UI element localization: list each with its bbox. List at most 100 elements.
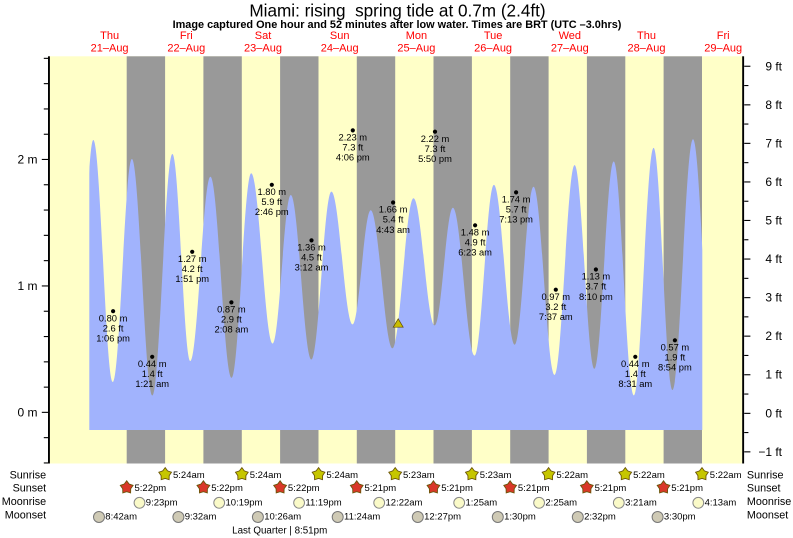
svg-text:1:25am: 1:25am <box>466 498 498 509</box>
svg-text:Fri: Fri <box>717 30 730 42</box>
svg-text:5.7 ft: 5.7 ft <box>506 205 527 215</box>
svg-text:Tue: Tue <box>484 30 503 42</box>
svg-text:Sunset: Sunset <box>13 483 47 495</box>
svg-text:29–Aug: 29–Aug <box>704 43 742 55</box>
svg-text:5:22am: 5:22am <box>710 470 742 481</box>
svg-text:1.9 ft: 1.9 ft <box>665 353 686 363</box>
svg-text:2.6 ft: 2.6 ft <box>103 323 124 333</box>
svg-text:Sat: Sat <box>255 30 272 42</box>
svg-text:7.3 ft: 7.3 ft <box>342 143 363 153</box>
svg-text:1.48 m: 1.48 m <box>461 227 490 237</box>
svg-text:9 ft: 9 ft <box>765 59 782 73</box>
svg-text:5:21pm: 5:21pm <box>518 483 550 494</box>
svg-text:3.2 ft: 3.2 ft <box>545 302 566 312</box>
svg-text:4:43 am: 4:43 am <box>376 225 410 235</box>
svg-text:2:32pm: 2:32pm <box>584 512 616 523</box>
svg-text:9:23pm: 9:23pm <box>146 498 178 509</box>
svg-text:0.44 m: 0.44 m <box>138 359 167 369</box>
svg-text:5:24am: 5:24am <box>326 470 358 481</box>
svg-text:7.3 ft: 7.3 ft <box>425 144 446 154</box>
svg-text:Thu: Thu <box>100 30 119 42</box>
svg-text:8:31 am: 8:31 am <box>618 379 652 389</box>
svg-text:5:22am: 5:22am <box>556 470 588 481</box>
svg-text:Sunset: Sunset <box>747 483 781 495</box>
svg-text:7:37 am: 7:37 am <box>539 312 573 322</box>
svg-text:8:10 pm: 8:10 pm <box>579 292 613 302</box>
svg-text:1 m: 1 m <box>17 279 37 293</box>
svg-text:2.9 ft: 2.9 ft <box>221 315 242 325</box>
svg-text:2:25am: 2:25am <box>545 498 577 509</box>
svg-text:4:06 pm: 4:06 pm <box>336 153 370 163</box>
svg-text:1:21 am: 1:21 am <box>135 379 169 389</box>
svg-text:1 ft: 1 ft <box>765 368 782 382</box>
svg-text:5:22pm: 5:22pm <box>288 483 320 494</box>
svg-text:1.36 m: 1.36 m <box>297 243 326 253</box>
svg-text:5:23am: 5:23am <box>403 470 435 481</box>
svg-text:Sun: Sun <box>330 30 350 42</box>
svg-text:1.13 m: 1.13 m <box>582 272 611 282</box>
svg-text:6:23 am: 6:23 am <box>458 248 492 258</box>
svg-text:26–Aug: 26–Aug <box>474 43 512 55</box>
svg-text:Thu: Thu <box>637 30 656 42</box>
svg-text:8 ft: 8 ft <box>765 98 782 112</box>
svg-text:8:54 pm: 8:54 pm <box>658 363 692 373</box>
svg-text:Sunrise: Sunrise <box>747 470 784 482</box>
svg-text:2 m: 2 m <box>17 153 37 167</box>
svg-text:Miami: rising spring tide at: Miami: rising spring tide at 0.7m (2.4ft… <box>249 0 545 20</box>
svg-text:0.80 m: 0.80 m <box>99 313 128 323</box>
svg-text:0.87 m: 0.87 m <box>217 305 246 315</box>
svg-text:12:27pm: 12:27pm <box>424 512 461 523</box>
svg-text:4.2 ft: 4.2 ft <box>182 264 203 274</box>
svg-text:11:24am: 11:24am <box>344 512 380 523</box>
svg-text:23–Aug: 23–Aug <box>244 43 282 55</box>
svg-text:6 ft: 6 ft <box>765 175 782 189</box>
svg-text:0.57 m: 0.57 m <box>661 342 690 352</box>
svg-text:10:19pm: 10:19pm <box>226 498 263 509</box>
svg-text:−1 ft: −1 ft <box>758 445 782 459</box>
svg-text:5:24am: 5:24am <box>173 470 205 481</box>
svg-text:5:21pm: 5:21pm <box>595 483 627 494</box>
svg-text:4 ft: 4 ft <box>765 252 782 266</box>
svg-text:5 ft: 5 ft <box>765 214 782 228</box>
svg-text:21–Aug: 21–Aug <box>91 43 129 55</box>
svg-text:3:30pm: 3:30pm <box>664 512 696 523</box>
svg-text:5:23am: 5:23am <box>480 470 512 481</box>
svg-text:Mon: Mon <box>406 30 427 42</box>
svg-text:5:22am: 5:22am <box>633 470 665 481</box>
svg-text:2.23 m: 2.23 m <box>339 133 368 143</box>
svg-text:2:08 am: 2:08 am <box>215 325 249 335</box>
svg-text:1.27 m: 1.27 m <box>178 254 207 264</box>
svg-text:27–Aug: 27–Aug <box>551 43 589 55</box>
svg-text:1.4 ft: 1.4 ft <box>625 369 646 379</box>
svg-text:5:24am: 5:24am <box>250 470 282 481</box>
svg-text:5.9 ft: 5.9 ft <box>261 197 282 207</box>
svg-text:Sunrise: Sunrise <box>10 470 47 482</box>
svg-text:8:42am: 8:42am <box>105 512 137 523</box>
svg-text:Moonrise: Moonrise <box>2 496 46 508</box>
svg-text:3.7 ft: 3.7 ft <box>586 282 607 292</box>
svg-text:1.80 m: 1.80 m <box>258 187 287 197</box>
svg-text:0 m: 0 m <box>17 405 37 419</box>
svg-text:Image captured One hour and 52: Image captured One hour and 52 minutes a… <box>173 19 622 31</box>
svg-text:4.9 ft: 4.9 ft <box>465 238 486 248</box>
svg-text:0.97 m: 0.97 m <box>542 292 571 302</box>
svg-text:0 ft: 0 ft <box>765 406 782 420</box>
svg-text:11:19pm: 11:19pm <box>305 498 341 509</box>
svg-text:Moonset: Moonset <box>5 509 46 521</box>
svg-text:2.22 m: 2.22 m <box>421 134 450 144</box>
svg-text:25–Aug: 25–Aug <box>397 43 435 55</box>
svg-text:1.66 m: 1.66 m <box>379 205 408 215</box>
svg-text:7 ft: 7 ft <box>765 136 782 150</box>
svg-text:1:06 pm: 1:06 pm <box>96 334 130 344</box>
svg-text:0.44 m: 0.44 m <box>621 359 650 369</box>
svg-text:3:21am: 3:21am <box>625 498 657 509</box>
svg-text:Last Quarter | 8:51pm: Last Quarter | 8:51pm <box>232 525 327 536</box>
svg-text:7:13 pm: 7:13 pm <box>499 215 533 225</box>
svg-text:10:26am: 10:26am <box>264 512 301 523</box>
svg-text:4:13am: 4:13am <box>705 498 737 509</box>
svg-text:3 ft: 3 ft <box>765 291 782 305</box>
svg-text:5:21pm: 5:21pm <box>365 483 397 494</box>
svg-text:5:21pm: 5:21pm <box>441 483 473 494</box>
svg-text:1.4 ft: 1.4 ft <box>142 369 163 379</box>
svg-text:Fri: Fri <box>180 30 193 42</box>
